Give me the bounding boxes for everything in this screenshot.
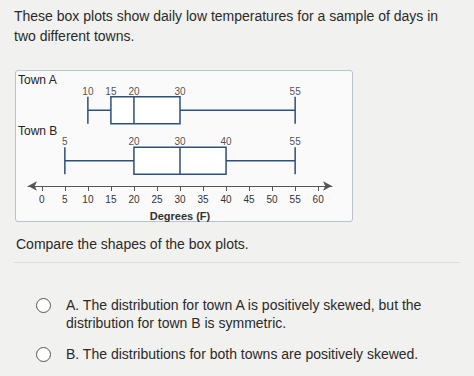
- html-text:Compare the shapes of the box: Compare the shapes of the box plots.: [16, 236, 249, 252]
- svg-text:10: 10: [82, 86, 94, 97]
- svg-text:15: 15: [105, 194, 117, 205]
- svg-text:45: 45: [244, 194, 256, 205]
- html-text:B. The distributions for both: B. The distributions for both towns are …: [66, 346, 419, 362]
- svg-text:30: 30: [174, 194, 186, 205]
- svg-text:0: 0: [39, 194, 45, 205]
- svg-text:15: 15: [105, 86, 117, 97]
- svg-text:5: 5: [62, 136, 68, 147]
- svg-text:30: 30: [174, 136, 186, 147]
- svg-text:Degrees (F): Degrees (F): [150, 210, 211, 222]
- svg-text:Town A: Town A: [18, 73, 57, 87]
- svg-text:40: 40: [220, 194, 232, 205]
- svg-text:35: 35: [197, 194, 209, 205]
- html-text:A. The distribution for town A: A. The distribution for town A is positi…: [66, 297, 422, 331]
- svg-text:20: 20: [128, 136, 140, 147]
- svg-text:25: 25: [151, 194, 163, 205]
- svg-text:20: 20: [128, 86, 140, 97]
- svg-text:55: 55: [290, 194, 302, 205]
- svg-text:55: 55: [290, 136, 302, 147]
- svg-text:Town B: Town B: [18, 124, 57, 138]
- svg-text:60: 60: [313, 194, 325, 205]
- svg-text:30: 30: [174, 86, 186, 97]
- svg-text:10: 10: [82, 194, 94, 205]
- html-text:These box plots show daily low: These box plots show daily low temperatu…: [14, 8, 439, 44]
- svg-text:40: 40: [220, 136, 232, 147]
- svg-text:5: 5: [62, 194, 68, 205]
- svg-text:55: 55: [290, 86, 302, 97]
- svg-text:20: 20: [128, 194, 140, 205]
- svg-text:50: 50: [267, 194, 279, 205]
